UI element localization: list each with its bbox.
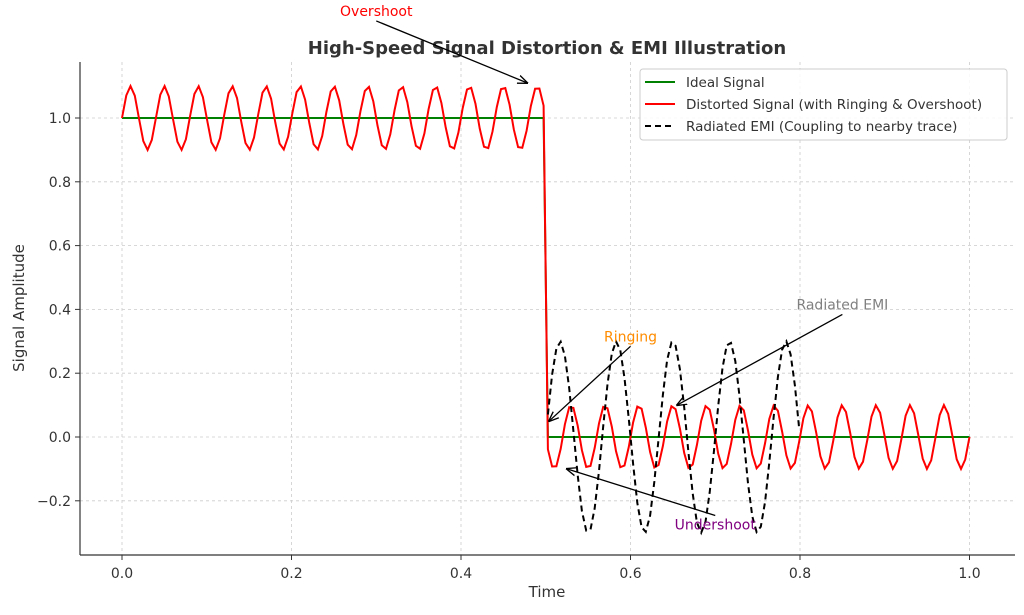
radiated-emi-annotation-arrow [677,313,843,405]
x-tick-label: 0.8 [789,566,811,582]
radiated-emi-annotation-label: Radiated EMI [796,297,888,313]
y-tick-label: 0.4 [49,302,71,318]
y-tick-label: 0.2 [49,366,71,382]
x-tick-label: 0.6 [619,566,641,582]
annotations: Overshoot Ringing Radiated EMI Undershoot [340,4,888,534]
ringing-annotation-arrow [549,345,631,421]
distorted-signal-line [121,83,971,472]
grid [80,62,1015,555]
overshoot-annotation-label: Overshoot [340,4,413,20]
legend-ideal-signal-label: Ideal Signal [686,75,765,91]
x-tick-label: 0.4 [450,566,472,582]
chart-title: High-Speed Signal Distortion & EMI Illus… [308,38,786,59]
x-tick-label: 1.0 [958,566,980,582]
axes [79,62,1015,556]
series-layer [121,83,971,536]
y-tick-label: −0.2 [37,494,71,510]
x-tick-label: 0.2 [280,566,302,582]
y-tick-label: 1.0 [49,111,71,127]
ringing-annotation-label: Ringing [604,329,657,345]
y-tick-label: 0.8 [49,175,71,191]
ticks: 0.0 0.2 0.4 0.6 0.8 1.0 −0.2 0.0 0.2 0.4 0.6 0.8 1.0 [37,111,981,582]
legend-distorted-signal-label: Distorted Signal (with Ringing & Oversho… [686,97,982,113]
y-tick-label: 0.0 [49,430,71,446]
x-axis-label: Time [528,583,566,601]
y-tick-label: 0.6 [49,239,71,255]
radiated-emi-line [546,338,801,536]
x-tick-label: 0.0 [111,566,133,582]
undershoot-annotation-label: Undershoot [675,518,757,534]
legend-box [639,68,1008,141]
undershoot-annotation-arrow [567,469,716,517]
y-axis-label: Signal Amplitude [10,244,28,372]
overshoot-annotation-arrow [376,20,527,83]
legend-radiated-emi-label: Radiated EMI (Coupling to nearby trace) [686,119,957,135]
legend: Ideal Signal Distorted Signal (with Ringi… [639,68,1008,141]
